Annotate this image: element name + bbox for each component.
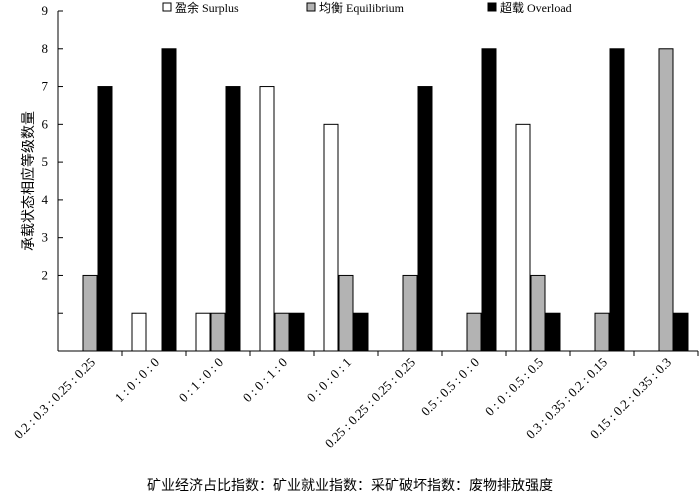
bar: [515, 123, 531, 352]
bar: [274, 312, 290, 352]
bar: [417, 86, 433, 352]
legend-label: 均衡 Equilibrium: [319, 1, 405, 15]
bar: [289, 312, 305, 352]
bar: [82, 274, 98, 352]
bar: [594, 312, 610, 352]
y-tick-label: 3: [42, 230, 49, 245]
y-tick-label: 7: [42, 79, 49, 94]
bar: [131, 312, 147, 352]
legend-swatch: [162, 2, 172, 12]
bar: [466, 312, 482, 352]
x-tick-label: 0.5 : 0.5 : 0 : 0: [418, 355, 482, 419]
bar: [161, 48, 177, 352]
bar: [338, 274, 354, 352]
bar: [673, 312, 689, 352]
legend: 盈余 Surplus 均衡 Equilibrium 超载 Overload: [162, 0, 572, 15]
x-tick-label: 0 : 1 : 0 : 0: [176, 355, 226, 405]
bar: [195, 312, 211, 352]
y-tick-label: 6: [42, 116, 49, 131]
y-tick-label: 9: [42, 3, 49, 18]
x-tick-label: 0 : 0 : 1 : 0: [240, 355, 290, 405]
bar: [323, 123, 339, 352]
x-tick-label: 0 : 0 : 0 : 1: [304, 355, 354, 405]
y-tick-label: 5: [42, 154, 49, 169]
x-tick-label: 1 : 0 : 0 : 0: [112, 355, 162, 405]
bar: [225, 86, 241, 352]
legend-label: 盈余 Surplus: [175, 0, 239, 15]
x-ticks-group: 0.2 : 0.3 : 0.25 : 0.25 1 : 0 : 0 : 0 0 : …: [11, 351, 699, 451]
bar: [97, 86, 113, 352]
x-tick-label: 0 : 0 : 0.5 : 0.5: [482, 355, 546, 419]
bar: [481, 48, 497, 352]
y-tick-label: 8: [42, 41, 49, 56]
x-axis-title: 矿业经济占比指数：矿业就业指数：采矿破坏指数：废物排放强度: [147, 478, 553, 494]
bar: [545, 312, 561, 352]
axes-group: [57, 11, 698, 352]
bar: [402, 274, 418, 352]
legend-label: 超载 Overload: [500, 0, 572, 15]
bar: [609, 48, 625, 352]
legend-swatch: [306, 2, 316, 12]
bar: [353, 312, 369, 352]
bars-group: [82, 48, 689, 352]
y-axis-title: 承载状态相应等级数量: [20, 111, 37, 251]
bar: [658, 48, 674, 352]
bar: [530, 274, 546, 352]
x-tick-label: 0.2 : 0.3 : 0.25 : 0.25: [11, 355, 98, 442]
bar: [259, 86, 275, 352]
legend-swatch: [487, 2, 497, 12]
y-ticks-group: 2 3 4 5 6 7 8 9: [42, 3, 63, 352]
bar: [210, 312, 226, 352]
y-tick-label: 2: [42, 267, 49, 282]
y-tick-label: 4: [42, 192, 49, 207]
